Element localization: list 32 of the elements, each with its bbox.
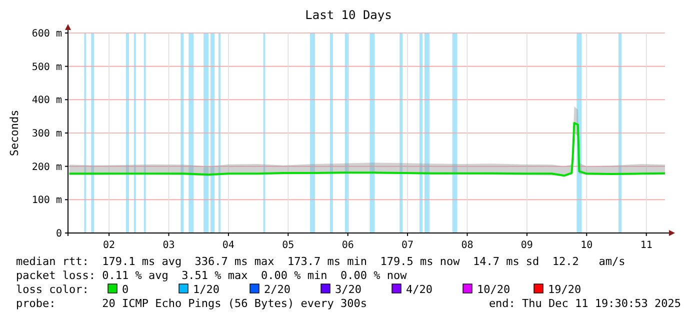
chart-title: Last 10 Days [305, 8, 392, 22]
x-tick-label: 04 [222, 240, 234, 251]
legend-title: loss color: [16, 283, 89, 296]
x-tick-label: 05 [282, 240, 294, 251]
legend-label: 0 [122, 283, 129, 296]
y-tick-label: 100 m [32, 195, 62, 206]
line-series [68, 122, 666, 177]
x-tick-label: 06 [342, 240, 354, 251]
y-tick-label: 600 m [32, 28, 62, 40]
y-tick-label: 0 [56, 228, 62, 240]
legend-label: 3/20 [335, 283, 362, 296]
y-axis-title: Seconds [8, 110, 21, 156]
y-tick-label: 200 m [32, 162, 62, 173]
y-tick-label: 500 m [32, 62, 62, 73]
legend-label: 2/20 [264, 283, 290, 296]
text: probe: 20 ICMP Echo Pings (56 Bytes) every 300s [16, 297, 367, 310]
legend-label: 19/20 [548, 283, 582, 296]
legend-label: 10/20 [477, 283, 510, 296]
y-tick-label: 400 m [32, 95, 62, 106]
x-tick-label: 08 [461, 240, 474, 251]
x-tick-label: 03 [162, 240, 175, 251]
legend-label: 1/20 [193, 283, 220, 296]
x-tick-label: 07 [402, 240, 414, 251]
text: median rtt: 179.1 ms avg 336.7 ms max 173.7 ms min 179.5 ms now 14.7 ms sd 12.2 am/s [16, 255, 626, 268]
x-tick-label: 11 [640, 240, 652, 251]
y-tick-label: 300 m [32, 128, 62, 140]
text: end: Thu Dec 11 19:30:53 2025 [488, 297, 681, 310]
x-tick-label: 02 [103, 240, 116, 251]
text: packet loss: 0.11 % avg 3.51 % max 0.00 % min 0.00 % now [16, 269, 408, 282]
x-tick-label: 10 [580, 240, 593, 251]
x-tick-label: 09 [520, 240, 533, 251]
legend-label: 4/20 [406, 283, 432, 296]
